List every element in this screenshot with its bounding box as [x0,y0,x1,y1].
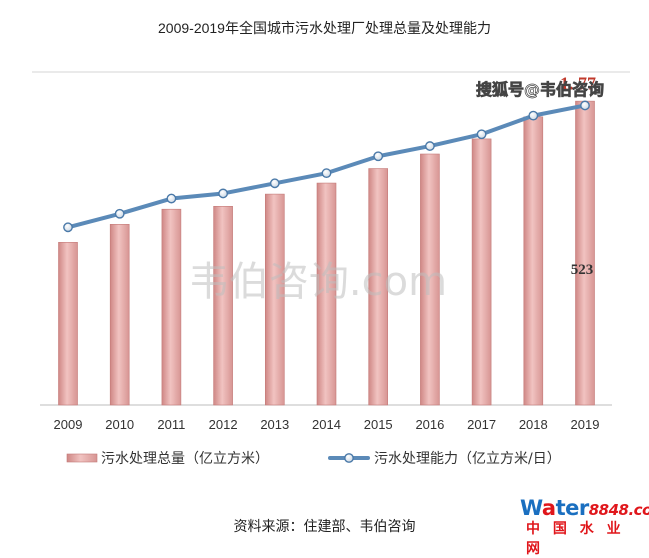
top-right-watermark: 搜狐号@韦伯咨询 [476,80,604,99]
logo-wordmark: Water8848.com [520,496,649,520]
bar-2017 [471,138,492,406]
bar-2015 [368,168,389,406]
capacity-point-2009 [63,222,73,233]
bar-2012 [213,206,233,406]
x-tick-label-2012: 2012 [209,417,238,432]
x-tick-label-2010: 2010 [105,417,134,432]
legend-bar-swatch [66,453,98,463]
site-logo: Water8848.com 中 国 水 业 网 [520,496,649,557]
x-tick-label-2014: 2014 [312,417,341,432]
capacity-point-2016 [424,141,435,151]
bar-data-label-2019: 523 [571,262,594,278]
x-tick-label-2013: 2013 [260,417,289,432]
legend-line-label: 污水处理能力（亿立方米/日） [374,451,561,467]
capacity-point-2017 [476,129,487,140]
legend-bar-label: 污水处理总量（亿立方米） [101,451,269,467]
capacity-point-2018 [528,110,539,121]
capacity-point-2011 [166,193,177,204]
source-note: 资料来源：住建部、韦伯咨询 [233,518,416,534]
capacity-point-2019 [580,100,590,111]
bar-2013 [264,193,285,406]
bar-2018 [523,116,544,406]
x-tick-label-2015: 2015 [364,417,393,432]
capacity-point-2010 [114,208,125,219]
x-tick-label-2017: 2017 [467,417,496,432]
bar-2009 [58,242,78,406]
bar-2014 [316,182,337,406]
line-data-label-2019: 1. 77 [560,73,596,93]
center-watermark: 韦伯咨询.com [189,259,447,305]
bar-2011 [161,208,182,406]
x-tick-label-2011: 2011 [157,417,185,432]
chart-title: 2009-2019年全国城市污水处理厂处理总量及处理能力 [158,20,491,36]
capacity-point-2012 [218,188,229,199]
bar-2019 [575,100,595,406]
legend-line-marker [344,453,354,463]
x-tick-label-2009: 2009 [54,417,83,432]
x-tick-label-2018: 2018 [519,417,548,432]
bar-2016 [420,153,440,406]
bar-2010 [109,224,130,406]
capacity-point-2013 [269,178,280,189]
x-tick-label-2019: 2019 [571,417,600,432]
capacity-point-2014 [321,168,332,179]
capacity-point-2015 [373,151,384,162]
logo-subtitle: 中 国 水 业 网 [526,521,625,557]
x-tick-label-2016: 2016 [415,417,444,432]
